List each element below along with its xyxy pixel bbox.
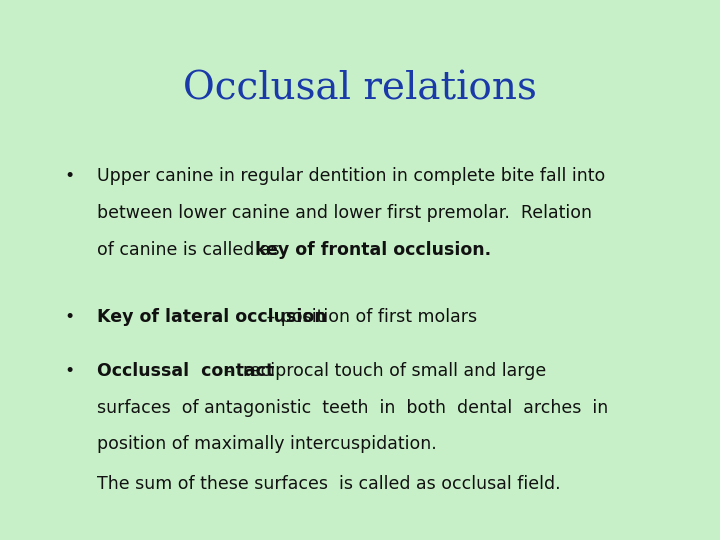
Text: Occlusal relations: Occlusal relations (183, 70, 537, 107)
Text: Upper canine in regular dentition in complete bite fall into: Upper canine in regular dentition in com… (97, 167, 606, 185)
Text: of canine is called as: of canine is called as (97, 241, 285, 259)
Text: – position of first molars: – position of first molars (261, 308, 477, 326)
Text: surfaces  of antagonistic  teeth  in  both  dental  arches  in: surfaces of antagonistic teeth in both d… (97, 399, 608, 416)
Text: Key of lateral occlusion: Key of lateral occlusion (97, 308, 327, 326)
Text: key of frontal occlusion.: key of frontal occlusion. (255, 241, 490, 259)
Text: The sum of these surfaces  is called as occlusal field.: The sum of these surfaces is called as o… (97, 475, 561, 493)
Text: between lower canine and lower first premolar.  Relation: between lower canine and lower first pre… (97, 204, 593, 222)
Text: -  reciprocal touch of small and large: - reciprocal touch of small and large (220, 362, 546, 380)
Text: Occlussal  contact: Occlussal contact (97, 362, 274, 380)
Text: •: • (65, 167, 75, 185)
Text: •: • (65, 362, 75, 380)
Text: position of maximally intercuspidation.: position of maximally intercuspidation. (97, 435, 437, 453)
Text: •: • (65, 308, 75, 326)
